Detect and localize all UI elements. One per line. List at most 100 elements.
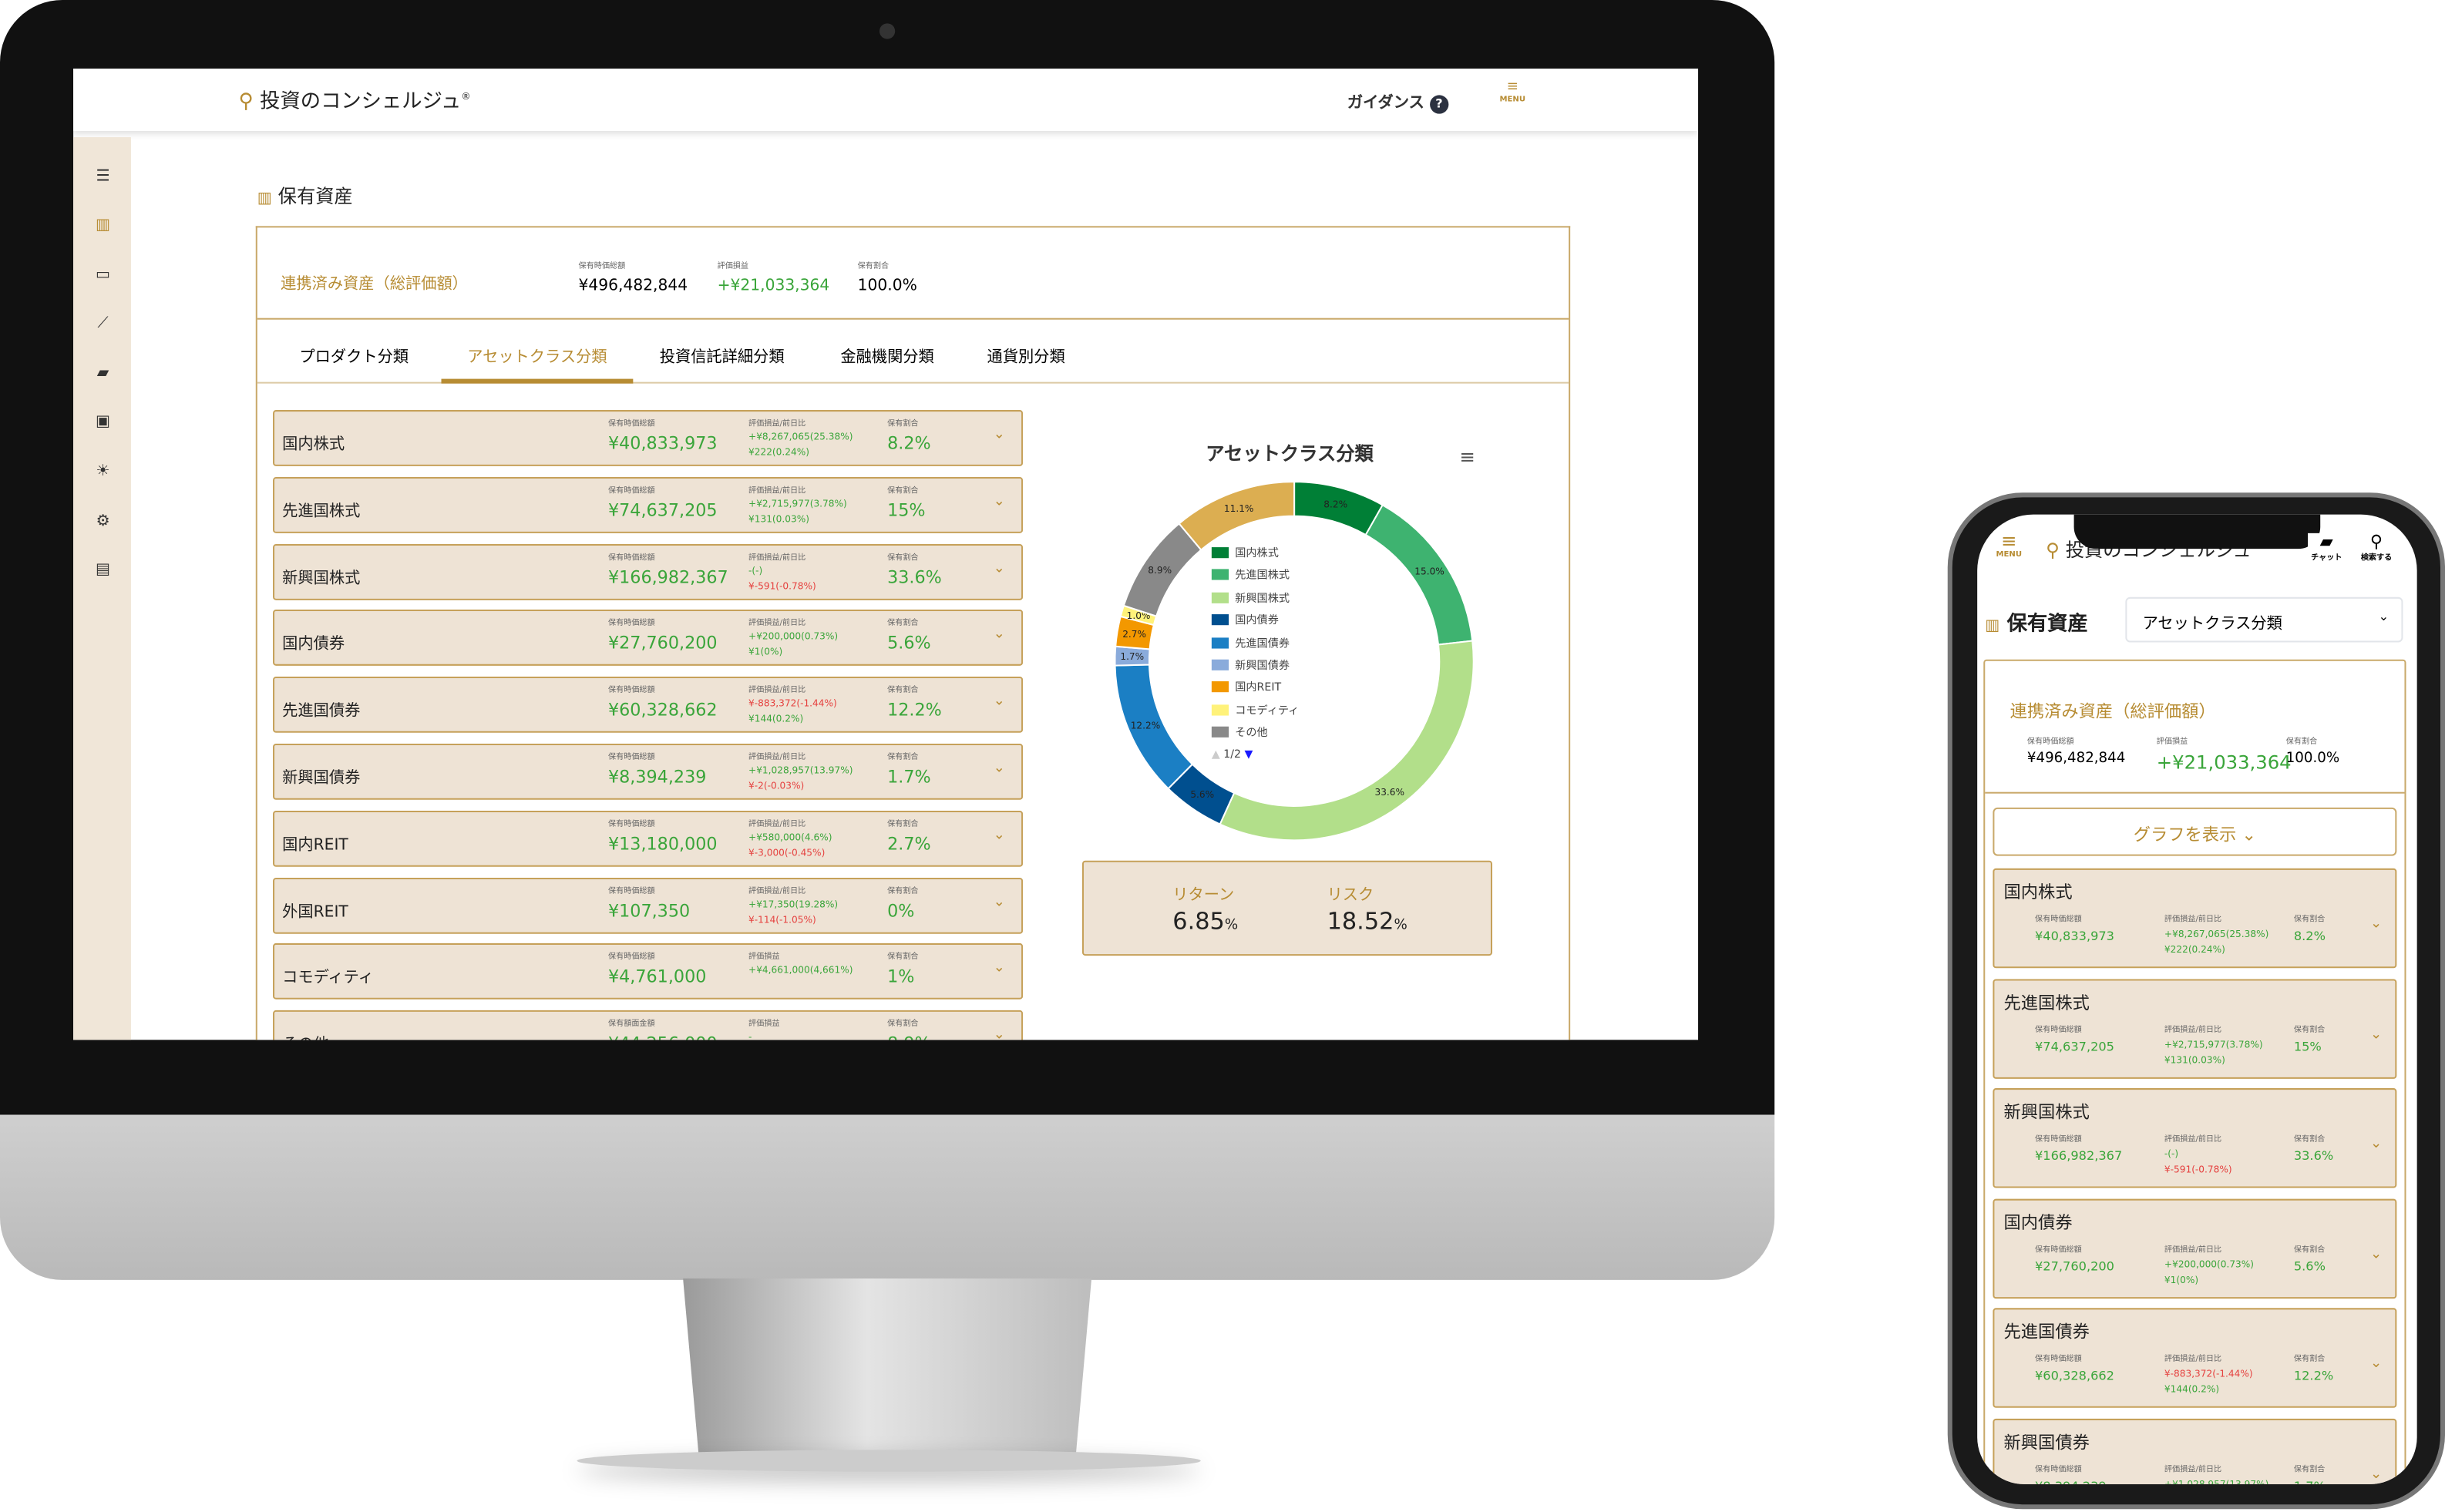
asset-day-change: ¥-3,000(-0.45%): [748, 848, 826, 859]
mobile-screen: ≡ MENU ⚲ 投資のコンシェルジュ ▰ チャット ⚲ 検索する ▥ 保有資産…: [1977, 514, 2417, 1484]
guidance-button[interactable]: ガイダンス ?: [1347, 89, 1449, 114]
arrow-down-icon[interactable]: ▼: [1241, 748, 1253, 761]
classification-select[interactable]: アセットクラス分類 ⌄: [2125, 596, 2403, 643]
chart-icon[interactable]: ▥: [95, 217, 111, 234]
slice-label: 5.6%: [1190, 789, 1214, 800]
arrow-up-icon[interactable]: ▲: [1211, 748, 1224, 761]
logo[interactable]: ⚲ 投資のコンシェルジュ®: [239, 84, 471, 113]
legend-item[interactable]: 国内REIT: [1211, 680, 1299, 703]
asset-row[interactable]: 先進国債券 保有時価総額 ¥60,328,662 評価損益/前日比 ¥-883,372(…: [273, 677, 1024, 734]
tab-product[interactable]: プロダクト分類: [299, 349, 409, 367]
gear-icon[interactable]: ⚙: [96, 512, 110, 530]
asset-name: 新興国債券: [282, 770, 361, 788]
mobile-asset-row[interactable]: 国内債券 保有時価総額 ¥27,760,200 評価損益/前日比 +¥200,000(0…: [1993, 1198, 2397, 1299]
chevron-down-icon[interactable]: ⌄: [993, 827, 1005, 844]
chevron-down-icon[interactable]: ⌄: [2369, 1466, 2383, 1482]
legend-item[interactable]: 先進国債券: [1211, 635, 1299, 657]
chevron-down-icon[interactable]: ⌄: [993, 427, 1005, 443]
chevron-down-icon[interactable]: ⌄: [993, 627, 1005, 643]
menu-button[interactable]: ≡ MENU: [1497, 79, 1528, 104]
chevron-down-icon[interactable]: ⌄: [993, 694, 1005, 710]
search-button[interactable]: ⚲ 検索する: [2361, 533, 2392, 563]
chevron-down-icon[interactable]: ⌄: [2369, 916, 2383, 932]
legend-item[interactable]: その他: [1211, 725, 1299, 748]
asset-ratio: 1.7%: [887, 767, 931, 788]
menu-icon: ≡: [2001, 529, 2017, 553]
chevron-down-icon[interactable]: ⌄: [993, 493, 1005, 510]
chevron-down-icon[interactable]: ⌄: [2369, 1026, 2383, 1043]
asset-day-change: ¥1(0%): [748, 647, 783, 659]
tab-institution[interactable]: 金融機関分類: [840, 349, 934, 367]
mobile-value-label: 保有時価総額: [2026, 737, 2074, 748]
asset-pl: +¥2,715,977(3.78%): [748, 498, 847, 510]
bulb-icon[interactable]: ☀: [96, 462, 110, 481]
asset-row[interactable]: その他 保有額面金額 ¥44,256,000 評価損益 - 保有割合 8.9% ⌄: [273, 1010, 1024, 1040]
mobile-menu-button[interactable]: ≡ MENU: [1996, 529, 2022, 559]
line-chart-icon[interactable]: ⟋: [97, 314, 109, 332]
chat-button[interactable]: ▰ チャット: [2308, 533, 2346, 563]
card-icon[interactable]: ▭: [95, 266, 111, 284]
hamburger-icon[interactable]: ☰: [96, 168, 110, 186]
mobile-asset-row[interactable]: 先進国株式 保有時価総額 ¥74,637,205 評価損益/前日比 +¥2,715,97…: [1993, 978, 2397, 1078]
asset-ratio: 8.9%: [887, 1034, 931, 1040]
mobile-asset-row[interactable]: 先進国債券 保有時価総額 ¥60,328,662 評価損益/前日比 ¥-883,372(…: [1993, 1308, 2397, 1408]
asset-row[interactable]: 国内REIT 保有時価総額 ¥13,180,000 評価損益/前日比 +¥580,000…: [273, 810, 1024, 867]
asset-pl: -(-): [748, 565, 763, 576]
chevron-down-icon[interactable]: ⌄: [2369, 1356, 2383, 1373]
contact-icon[interactable]: ▣: [95, 413, 111, 431]
mobile-holdings-card: 連携済み資産（総評価額） 保有時価総額 ¥496,482,844 評価損益 +¥…: [1983, 659, 2406, 1484]
value-label: 保有額面金額: [607, 1020, 655, 1030]
chevron-down-icon[interactable]: ⌄: [993, 560, 1005, 576]
asset-row[interactable]: 外国REIT 保有時価総額 ¥107,350 評価損益/前日比 +¥17,350(19.…: [273, 877, 1024, 933]
mobile-asset-row[interactable]: 新興国株式 保有時価総額 ¥166,982,367 評価損益/前日比 -(-) ¥-591…: [1993, 1088, 2397, 1188]
asset-value: ¥44,256,000: [608, 1034, 718, 1040]
pl-label: 評価損益: [748, 953, 780, 963]
asset-name: 先進国債券: [2003, 1322, 2090, 1342]
asset-row[interactable]: 新興国株式 保有時価総額 ¥166,982,367 評価損益/前日比 -(-) ¥-591…: [273, 543, 1024, 600]
tab-asset-class[interactable]: アセットクラス分類: [441, 321, 634, 384]
asset-pl: -: [748, 1032, 752, 1040]
chat-icon[interactable]: ▰: [96, 365, 109, 382]
asset-value: ¥8,394,239: [607, 767, 707, 788]
monitor-chin: [0, 1114, 1775, 1280]
legend-item[interactable]: 先進国株式: [1211, 568, 1299, 590]
tab-currency[interactable]: 通貨別分類: [987, 349, 1065, 367]
show-graph-button[interactable]: グラフを表示 ⌄: [1993, 807, 2397, 856]
document-icon[interactable]: ▤: [95, 561, 111, 579]
legend-item[interactable]: 国内株式: [1211, 546, 1299, 568]
asset-row[interactable]: 新興国債券 保有時価総額 ¥8,394,239 評価損益/前日比 +¥1,028,957…: [273, 743, 1024, 800]
asset-name: 先進国株式: [282, 503, 361, 521]
ratio-label: 保有割合: [887, 619, 919, 630]
chart-menu-icon[interactable]: ≡: [1459, 445, 1475, 468]
chevron-down-icon[interactable]: ⌄: [993, 960, 1005, 977]
asset-value: ¥166,982,367: [2035, 1148, 2123, 1164]
asset-row[interactable]: 先進国株式 保有時価総額 ¥74,637,205 評価損益/前日比 +¥2,715,97…: [273, 476, 1024, 533]
asset-row[interactable]: コモディティ 保有時価総額 ¥4,761,000 評価損益 +¥4,661,000(4,…: [273, 943, 1024, 1000]
chevron-down-icon[interactable]: ⌄: [993, 761, 1005, 777]
legend-swatch: [1211, 547, 1229, 559]
camera-icon: [879, 23, 896, 39]
donut-slice[interactable]: [1178, 481, 1296, 551]
asset-value: ¥13,180,000: [607, 833, 718, 855]
menu-icon: ≡: [1506, 79, 1518, 96]
slice-label: 11.1%: [1224, 503, 1254, 514]
legend-item[interactable]: 国内債券: [1211, 613, 1299, 635]
chevron-down-icon[interactable]: ⌄: [993, 894, 1005, 910]
asset-row[interactable]: 国内債券 保有時価総額 ¥27,760,200 評価損益/前日比 +¥200,000(0…: [273, 610, 1024, 667]
mobile-asset-row[interactable]: 国内株式 保有時価総額 ¥40,833,973 評価損益/前日比 +¥8,267,065…: [1993, 868, 2397, 969]
tab-fund-detail[interactable]: 投資信託詳細分類: [659, 349, 785, 367]
pl-label: 評価損益/前日比: [2164, 1464, 2222, 1474]
asset-value: ¥166,982,367: [607, 566, 728, 587]
asset-pl: +¥8,267,065(25.38%): [748, 432, 853, 443]
legend-item[interactable]: 新興国株式: [1211, 590, 1299, 613]
legend-swatch: [1211, 637, 1229, 648]
chevron-down-icon[interactable]: ⌄: [993, 1027, 1005, 1040]
asset-row[interactable]: 国内株式 保有時価総額 ¥40,833,973 評価損益/前日比 +¥8,267,065…: [273, 410, 1024, 466]
legend-item[interactable]: 新興国債券: [1211, 658, 1299, 680]
pl-label: 評価損益/前日比: [748, 619, 806, 630]
legend-item[interactable]: コモディティ: [1211, 703, 1299, 725]
chevron-down-icon[interactable]: ⌄: [2369, 1136, 2383, 1152]
return-unit: %: [1224, 918, 1239, 934]
chevron-down-icon[interactable]: ⌄: [2369, 1246, 2383, 1262]
